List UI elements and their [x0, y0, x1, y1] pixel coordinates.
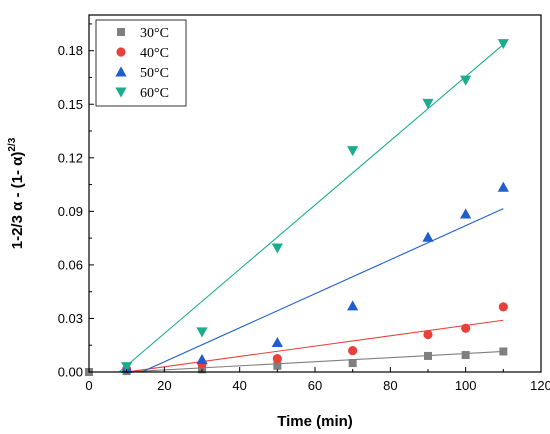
legend-marker: [115, 66, 127, 77]
legend-marker: [116, 47, 126, 57]
y-tick-label: 0.06: [58, 257, 83, 272]
y-tick-label: 0.00: [58, 365, 83, 380]
fit-line: [141, 208, 504, 373]
data-point: [348, 359, 357, 368]
x-tick-label: 0: [85, 378, 92, 393]
x-tick-label: 60: [308, 378, 322, 393]
data-points: [85, 39, 509, 376]
fit-line: [126, 319, 504, 373]
fit-line: [118, 44, 504, 373]
legend-label: 50°C: [140, 66, 169, 81]
y-axis-title: 1-2/3 α - (1- α)2/3: [7, 137, 26, 249]
fit-lines: [118, 44, 504, 373]
data-point: [196, 327, 208, 338]
data-point: [348, 345, 358, 356]
y-axis-ticks: 0.00 0.03 0.06 0.09 0.12 0.15 0.18: [58, 23, 94, 380]
data-point: [347, 300, 359, 311]
legend-label: 30°C: [140, 26, 169, 41]
data-point: [461, 351, 470, 360]
legend: 30°C 40°C 50°C 60°C: [115, 26, 169, 101]
data-point: [424, 351, 432, 360]
data-point: [497, 181, 509, 192]
y-tick-label: 0.15: [58, 97, 83, 112]
y-tick-label: 0.18: [58, 43, 83, 58]
data-point: [422, 231, 434, 242]
data-point: [498, 302, 508, 312]
data-point: [271, 243, 283, 254]
data-point: [273, 361, 282, 370]
data-point: [347, 146, 359, 157]
data-point: [461, 323, 471, 333]
data-point: [422, 98, 434, 109]
data-point: [499, 347, 508, 356]
y-tick-label: 0.12: [58, 150, 83, 165]
data-point: [460, 75, 472, 86]
data-point: [497, 39, 509, 50]
x-axis-title: Time (min): [277, 413, 353, 430]
data-point: [121, 362, 133, 373]
x-tick-label: 40: [232, 378, 246, 393]
data-point: [460, 208, 472, 219]
legend-label: 60°C: [140, 86, 169, 101]
y-axis-title-superscript: 2/3: [7, 137, 18, 151]
fit-line: [126, 350, 504, 373]
x-tick-label: 80: [383, 378, 397, 393]
y-tick-label: 0.09: [58, 204, 83, 219]
y-tick-label: 0.03: [58, 311, 83, 326]
x-tick-label: 100: [455, 378, 477, 393]
x-axis-ticks: 0 20 40 60 80 100 120: [85, 367, 550, 393]
data-point: [272, 354, 282, 364]
legend-marker: [115, 87, 127, 98]
legend-box: [95, 19, 187, 107]
x-tick-label: 20: [157, 378, 171, 393]
y-axis-title-main: 1-2/3 α - (1- α): [9, 152, 26, 250]
data-point: [196, 353, 208, 364]
legend-label: 40°C: [140, 46, 169, 61]
legend-marker: [117, 28, 125, 36]
x-tick-label: 120: [530, 378, 550, 393]
data-point: [271, 336, 283, 348]
data-point: [423, 329, 433, 340]
